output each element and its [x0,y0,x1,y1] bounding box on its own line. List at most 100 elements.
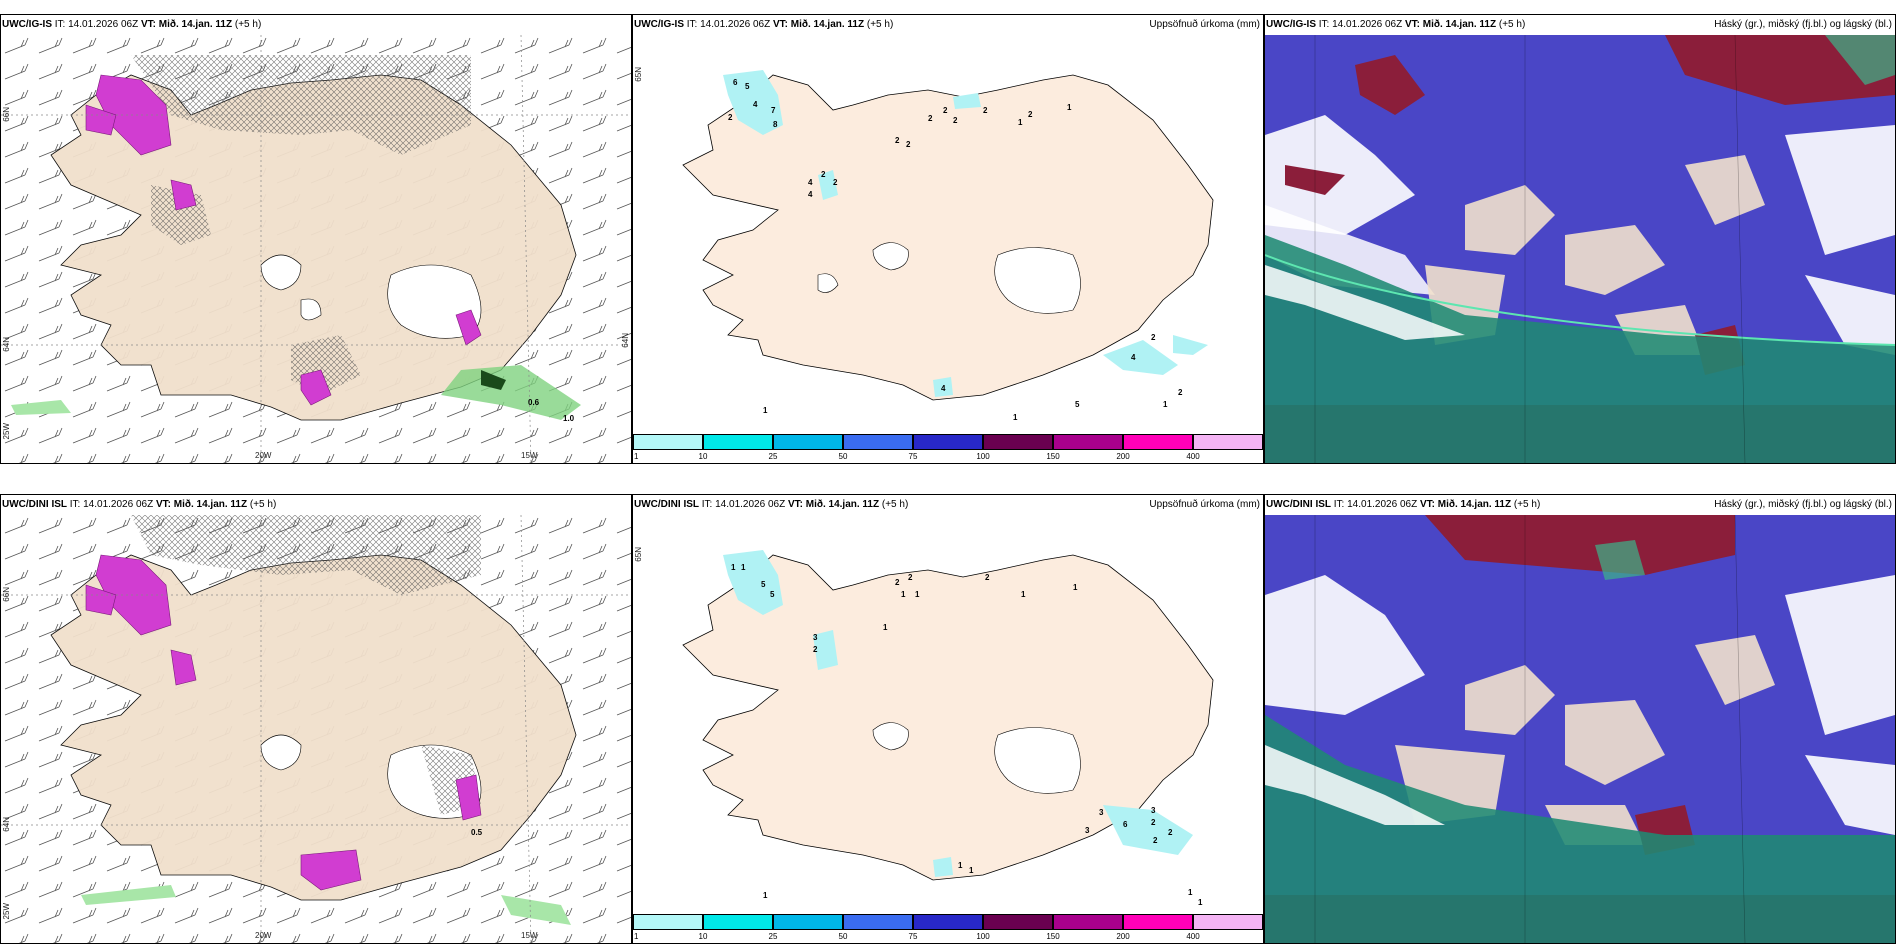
precip-value: 1 [731,563,736,572]
panel-title: Háský (gr.), miðský (fj.bl.) og lágský (… [1714,499,1892,510]
lead-time: (+5 h) [1513,499,1541,510]
colorbar-swatch [773,434,843,450]
precip-value: 3 [1085,826,1090,835]
colorbar-swatch [843,914,913,930]
precip-value: 1 [958,861,963,870]
precip-value: 2 [1153,836,1158,845]
init-time: IT: 14.01.2026 06Z [1333,499,1418,510]
colorbar-tick: 400 [1186,452,1200,461]
model-name: UWC/IG-IS [2,19,52,30]
lon-label: 20W [255,931,272,940]
precip-value: 2 [1151,818,1156,827]
cloud-panel-top: UWC/IG-IS IT: 14.01.2026 06Z VT: Mið. 14… [1264,14,1896,464]
valid-time: VT: Mið. 14.jan. 11Z [1419,499,1512,510]
precip-value: 1 [1018,118,1023,127]
colorbar-swatch [703,914,773,930]
model-name: UWC/DINI ISL [634,499,699,510]
precip-value: 2 [906,140,911,149]
valid-time: VT: Mið. 14.jan. 11Z [772,19,865,30]
valid-time: VT: Mið. 14.jan. 11Z [787,499,880,510]
colorbar-swatch [633,914,703,930]
precip-map: 1 1 5 5 3 2 2 2 1 1 2 1 1 3 3 6 2 2 3 2 … [682,550,1214,907]
precip-value: 2 [983,106,988,115]
colorbar-tick: 100 [976,452,990,461]
colorbar-tick: 400 [1186,932,1200,941]
colorbar-swatch [1193,914,1263,930]
panel-header: UWC/DINI ISL IT: 14.01.2026 06Z VT: Mið.… [634,499,1260,513]
precip-value: 1 [763,891,768,900]
colorbar-swatch [843,434,913,450]
precip-value: 5 [745,82,750,91]
precip-value: 5 [1075,400,1080,409]
lon-label: 20W [255,451,272,460]
precip-value: 1 [901,590,906,599]
colorbar-swatch [633,434,703,450]
colorbar-tick: 10 [698,452,708,461]
precip-value: 7 [771,106,776,115]
colorbar-swatch [1193,434,1263,450]
precip-value: 2 [821,170,826,179]
colorbar: 1 10 25 50 75 100 150 200 400 [633,431,1263,463]
panel-header: UWC/IG-IS IT: 14.01.2026 06Z VT: Mið. 14… [2,19,628,33]
precip-value: 2 [833,178,838,187]
precip-value: 1 [1067,103,1072,112]
panel-title: Uppsöfnuð úrkoma (mm) [1149,19,1260,30]
cloud-map [1265,35,1895,463]
precip-value: 4 [941,384,946,393]
colorbar-tick: 50 [838,452,848,461]
precip-value: 2 [953,116,958,125]
wind-label: 1.0 [563,414,575,423]
precip-value: 2 [985,573,990,582]
precip-value: 1 [1163,400,1168,409]
precip-value: 5 [770,590,775,599]
panel-title: Uppsöfnuð úrkoma (mm) [1149,499,1260,510]
lat-label: 66N [2,587,11,602]
precip-value: 1 [763,406,768,415]
panel-header: UWC/IG-IS IT: 14.01.2026 06Z VT: Mið. 14… [1266,19,1892,33]
wind-panel-bottom: UWC/DINI ISL IT: 14.01.2026 06Z VT: Mið.… [0,494,632,944]
colorbar-swatch [1053,914,1123,930]
colorbar-tick: 150 [1046,932,1060,941]
lat-label: 64N [2,337,11,352]
lead-time: (+5 h) [1498,19,1526,30]
wind-map: 0.6 1.0 [1,35,631,463]
precip-value: 5 [761,580,766,589]
precip-value: 2 [1178,388,1183,397]
precip-value: 1 [1198,898,1203,907]
model-name: UWC/IG-IS [1266,19,1316,30]
colorbar-tick: 25 [768,452,778,461]
valid-time: VT: Mið. 14.jan. 11Z [1404,19,1497,30]
iceland-land [682,74,1214,401]
colorbar-swatch [703,434,773,450]
colorbar-swatch [983,914,1053,930]
precip-panel-top: UWC/IG-IS IT: 14.01.2026 06Z VT: Mið. 14… [632,14,1264,464]
colorbar-tick: 75 [908,932,918,941]
colorbar-tick: 25 [768,932,778,941]
precip-value: 3 [1099,808,1104,817]
panel-header: UWC/DINI ISL IT: 14.01.2026 06Z VT: Mið.… [2,499,628,513]
valid-time: VT: Mið. 14.jan. 11Z [140,19,233,30]
precip-value: 1 [1188,888,1193,897]
lat-label: 64N [2,817,11,832]
precip-value: 1 [883,623,888,632]
panel-title: Háský (gr.), miðský (fj.bl.) og lágský (… [1714,19,1892,30]
panel-header: UWC/DINI ISL IT: 14.01.2026 06Z VT: Mið.… [1266,499,1892,513]
colorbar-swatch [913,914,983,930]
precip-value: 2 [943,106,948,115]
precip-value: 3 [1151,806,1156,815]
lat-label: 64N [621,333,630,348]
colorbar-tick: 10 [698,932,708,941]
precip-value: 1 [1073,583,1078,592]
colorbar-tick: 100 [976,932,990,941]
lat-label: 66N [2,107,11,122]
wind-label: 0.6 [528,398,540,407]
lead-time: (+5 h) [866,19,894,30]
precip-value: 1 [1013,413,1018,422]
init-time: IT: 14.01.2026 06Z [1318,19,1403,30]
precip-value: 4 [808,178,813,187]
cloud-map [1265,515,1895,943]
precip-value: 2 [908,573,913,582]
precip-value: 6 [1123,820,1128,829]
colorbar-swatch [1053,434,1123,450]
colorbar-swatch [773,914,843,930]
